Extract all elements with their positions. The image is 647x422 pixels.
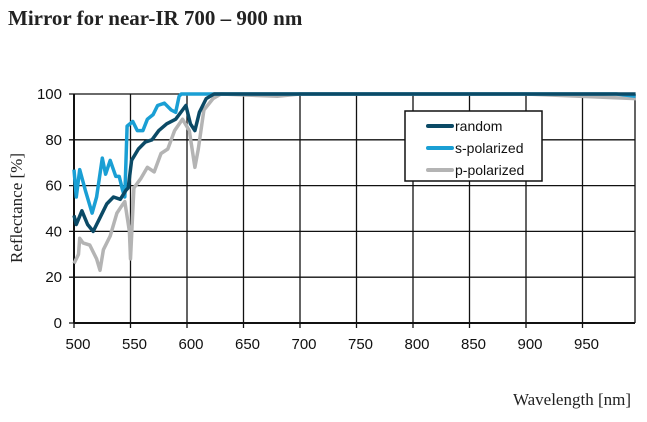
y-tick-label: 40: [45, 223, 62, 240]
series-line-s-polarized: [72, 92, 636, 215]
y-tick-label: 20: [45, 269, 62, 286]
chart-title: Mirror for near-IR 700 – 900 nm: [8, 6, 303, 30]
y-tick-label: 60: [45, 178, 62, 195]
x-tick-label: 850: [461, 336, 486, 353]
x-tick-label: 600: [178, 336, 203, 353]
y-tick-label: 100: [37, 86, 62, 103]
x-tick-label: 750: [348, 336, 373, 353]
x-tick-label: 800: [404, 336, 429, 353]
legend: random s-polarized p-polarized: [404, 110, 543, 182]
legend-label: s-polarized: [455, 140, 523, 156]
y-tick-label: 80: [45, 132, 62, 149]
x-tick-label: 700: [291, 336, 316, 353]
x-axis-label: Wavelength [nm]: [513, 390, 631, 409]
y-tick-label: 0: [54, 315, 62, 332]
x-tick-label: 900: [517, 336, 542, 353]
x-tick-label: 500: [65, 336, 90, 353]
x-tick-label: 950: [574, 336, 599, 353]
x-tick-label: 650: [235, 336, 260, 353]
legend-label: random: [455, 118, 502, 134]
series-line-p-polarized: [72, 92, 636, 273]
legend-label: p-polarized: [455, 162, 524, 178]
x-tick-label: 550: [122, 336, 147, 353]
y-axis-label: Reflectance [%]: [7, 153, 26, 263]
series-line-random: [72, 92, 636, 234]
